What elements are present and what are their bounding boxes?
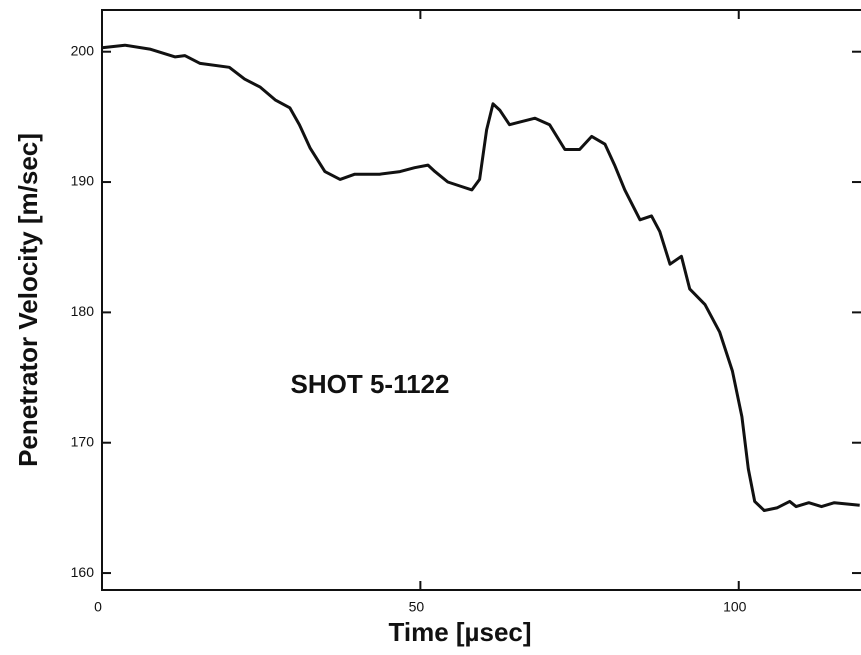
y-tick-label: 160	[71, 564, 95, 580]
y-tick-label: 170	[71, 433, 95, 449]
y-tick-label: 200	[71, 42, 95, 58]
x-tick-label: 0	[94, 599, 102, 615]
y-tick-label: 190	[71, 173, 95, 189]
x-tick-label: 50	[409, 599, 425, 615]
data-line	[101, 43, 860, 512]
x-axis-label: Time [µsec]	[388, 617, 531, 647]
y-tick-label: 180	[71, 303, 95, 319]
x-tick-label: 100	[723, 599, 747, 615]
plot-frame	[101, 9, 861, 591]
annotation: SHOT 5-1122	[291, 369, 450, 399]
y-axis-label: Penetrator Velocity [m/sec]	[13, 133, 43, 467]
